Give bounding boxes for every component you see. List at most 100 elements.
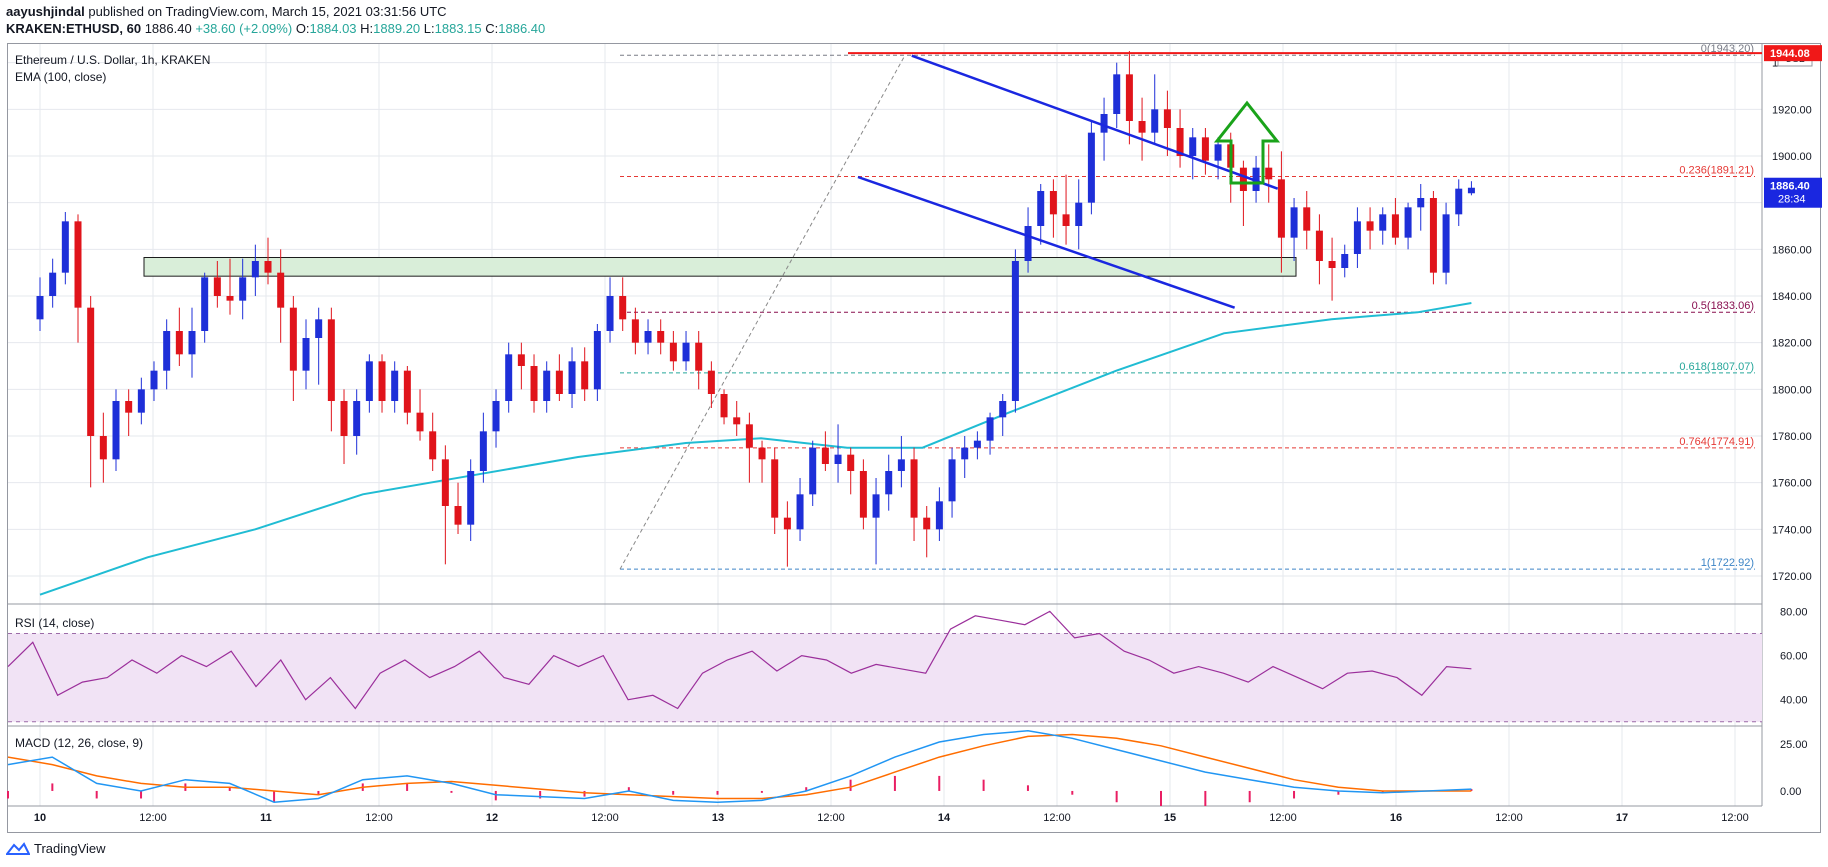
candle-body bbox=[340, 401, 348, 436]
candle-body bbox=[441, 459, 449, 506]
ohlc-high-label: H: bbox=[360, 21, 374, 36]
candle-body bbox=[277, 272, 285, 308]
candle-body bbox=[1024, 226, 1032, 261]
channel-lower-line bbox=[857, 175, 1236, 309]
candle-body bbox=[327, 319, 335, 401]
rsi-line bbox=[7, 610, 1472, 710]
fib-level-label: 1(1722.92) bbox=[1701, 557, 1754, 569]
time-tick-label: 10 bbox=[34, 812, 46, 824]
price-tick-label: 1740.00 bbox=[1772, 524, 1812, 536]
candle-body bbox=[581, 361, 589, 390]
candle-body bbox=[226, 296, 234, 301]
candle-body bbox=[137, 389, 145, 413]
candle-body bbox=[897, 459, 905, 471]
candle-body bbox=[99, 436, 107, 460]
candle-body bbox=[87, 307, 95, 436]
candle-body bbox=[403, 370, 411, 413]
candle-body bbox=[416, 412, 424, 432]
time-tick-label: 12:00 bbox=[1269, 812, 1297, 824]
candle-body bbox=[1353, 221, 1361, 254]
rsi-legend[interactable]: RSI (14, close) bbox=[15, 616, 94, 630]
candle-body bbox=[783, 517, 791, 530]
candle-body bbox=[1417, 198, 1425, 208]
ema-100-line bbox=[39, 302, 1472, 596]
candle-body bbox=[1075, 202, 1083, 226]
candle-body bbox=[859, 471, 867, 518]
fib-level-label: 0.618(1807.07) bbox=[1679, 361, 1754, 373]
ema-legend[interactable]: EMA (100, close) bbox=[15, 70, 106, 84]
published-text: published on TradingView.com, March 15, … bbox=[88, 4, 447, 19]
chart-frame[interactable] bbox=[7, 43, 1821, 833]
candle-body bbox=[935, 501, 943, 530]
candle-body bbox=[961, 447, 969, 460]
candle-body bbox=[1049, 191, 1057, 215]
annotations bbox=[848, 52, 1762, 309]
macd-line bbox=[7, 730, 1472, 803]
pair-legend[interactable]: Ethereum / U.S. Dollar, 1h, KRAKEN bbox=[15, 53, 210, 67]
ohlc-open-label: O: bbox=[295, 21, 310, 36]
candle-body bbox=[201, 277, 209, 331]
candle-body bbox=[1429, 198, 1437, 273]
candle-body bbox=[125, 401, 133, 413]
candle-body bbox=[1290, 207, 1298, 238]
candle-body bbox=[606, 296, 614, 331]
candles bbox=[36, 51, 1475, 567]
footer-brand: TradingView bbox=[34, 841, 106, 856]
candle-body bbox=[745, 424, 753, 448]
candle-body bbox=[1100, 114, 1108, 133]
symbol-line: KRAKEN:ETHUSD, 60 1886.40 +38.60 (+2.09%… bbox=[6, 21, 545, 36]
macd-tick-label: 25.00 bbox=[1780, 739, 1808, 751]
candle-body bbox=[1455, 188, 1463, 215]
candle-body bbox=[61, 221, 69, 273]
time-tick-label: 12:00 bbox=[139, 812, 167, 824]
candle-body bbox=[771, 459, 779, 518]
fib-level-label: 0.236(1891.21) bbox=[1679, 165, 1754, 177]
candle-body bbox=[188, 331, 196, 355]
candle-body bbox=[1163, 109, 1171, 128]
candle-body bbox=[568, 361, 576, 394]
candle-body bbox=[986, 417, 994, 441]
candle-body bbox=[1151, 109, 1159, 133]
macd-tick-label: 0.00 bbox=[1780, 786, 1801, 798]
candle-body bbox=[1252, 167, 1260, 191]
macd-pane bbox=[7, 730, 1473, 806]
rsi-tick-label: 80.00 bbox=[1780, 606, 1808, 618]
candle-body bbox=[315, 319, 323, 338]
fib-level-label: 0.764(1774.91) bbox=[1679, 436, 1754, 448]
candle-body bbox=[530, 366, 538, 401]
ohlc-low: 1883.15 bbox=[434, 21, 482, 36]
macd-signal-line bbox=[7, 733, 1472, 800]
candle-body bbox=[213, 277, 221, 296]
candle-body bbox=[720, 394, 728, 418]
candle-body bbox=[923, 517, 931, 530]
macd-legend[interactable]: MACD (12, 26, close, 9) bbox=[15, 736, 143, 750]
last-price-tag bbox=[1764, 177, 1822, 208]
rsi-tick-label: 40.00 bbox=[1780, 695, 1808, 707]
resistance-price-label: 1944.08 bbox=[1770, 48, 1810, 60]
candle-body bbox=[1341, 254, 1349, 268]
candle-body bbox=[847, 454, 855, 471]
candle-body bbox=[809, 447, 817, 495]
price-tick-label: 1840.00 bbox=[1772, 291, 1812, 303]
time-tick-label: 13 bbox=[712, 812, 724, 824]
ohlc-close: 1886.40 bbox=[498, 21, 546, 36]
candle-body bbox=[150, 370, 158, 390]
candle-body bbox=[36, 296, 44, 320]
candle-body bbox=[619, 296, 627, 320]
candle-body bbox=[631, 319, 639, 343]
candle-body bbox=[163, 331, 171, 371]
candle-body bbox=[1442, 214, 1450, 273]
price-tick-label: 1860.00 bbox=[1772, 244, 1812, 256]
author-name[interactable]: aayushjindal bbox=[6, 4, 85, 19]
time-tick-label: 12:00 bbox=[591, 812, 619, 824]
time-tick-label: 14 bbox=[938, 812, 951, 824]
candle-body bbox=[682, 342, 690, 362]
time-tick-label: 12:00 bbox=[365, 812, 393, 824]
candle-body bbox=[1125, 74, 1133, 121]
time-tick-label: 12 bbox=[486, 812, 498, 824]
candle-body bbox=[543, 370, 551, 401]
ohlc-open: 1884.03 bbox=[309, 21, 357, 36]
candle-body bbox=[1366, 221, 1374, 231]
footer[interactable]: TradingView bbox=[6, 841, 106, 856]
